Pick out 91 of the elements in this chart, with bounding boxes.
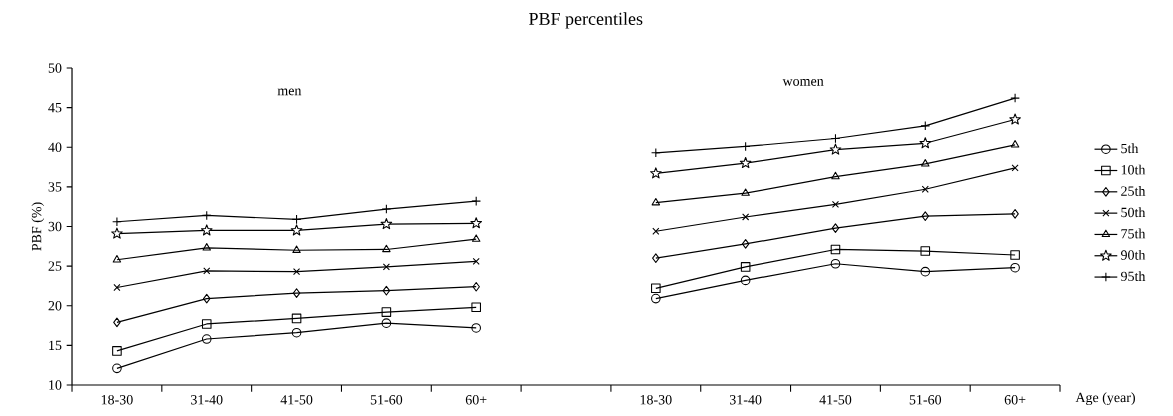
point <box>741 239 750 249</box>
point <box>831 171 840 180</box>
point <box>291 313 302 324</box>
x-tick-label: 60+ <box>465 395 487 405</box>
y-tick-label: 30 <box>48 221 62 232</box>
y-tick-label: 25 <box>48 261 62 271</box>
x-tick-label: 51-60 <box>909 395 942 405</box>
point <box>470 217 483 229</box>
point <box>113 317 121 328</box>
y-axis-title: PBF (%) <box>31 202 45 251</box>
legend-label: 95th <box>1121 271 1146 282</box>
x-tick-label: 18-30 <box>101 395 133 405</box>
x-tick-label: 31-40 <box>191 395 223 405</box>
point <box>382 263 390 271</box>
point <box>1011 209 1019 219</box>
point <box>290 224 303 236</box>
x-tick-label: 41-50 <box>819 395 852 405</box>
point <box>742 213 750 221</box>
point <box>202 243 211 251</box>
x-tick-label: 51-60 <box>370 395 403 405</box>
y-tick-label: 40 <box>48 142 62 152</box>
point <box>201 319 212 329</box>
point <box>920 266 931 277</box>
point <box>652 253 660 263</box>
annotation: men <box>277 88 302 96</box>
y-tick-label: 10 <box>49 380 62 390</box>
legend-label: 50th <box>1121 207 1146 218</box>
point <box>203 267 211 275</box>
y-tick-label: 35 <box>48 182 62 192</box>
point <box>471 302 481 313</box>
point <box>740 275 751 286</box>
point <box>203 293 211 304</box>
point <box>381 307 392 317</box>
point <box>830 258 841 269</box>
legend-label: 10th <box>1121 164 1146 175</box>
y-tick-label: 20 <box>48 301 62 311</box>
point <box>201 334 212 344</box>
x-tick-label: 60+ <box>1004 395 1026 405</box>
point <box>111 227 123 239</box>
point <box>381 318 392 328</box>
legend-label: 75th <box>1121 228 1146 239</box>
point <box>651 293 661 304</box>
point <box>291 327 302 338</box>
point <box>112 363 122 374</box>
point <box>921 211 930 221</box>
chart-title: PBF percentiles <box>529 12 643 29</box>
point <box>1010 250 1020 260</box>
point <box>919 137 932 149</box>
point <box>112 346 122 356</box>
point <box>831 223 840 233</box>
x-tick-label: 31-40 <box>729 395 762 405</box>
point <box>471 323 481 333</box>
legend-label: 25th <box>1121 185 1146 196</box>
legend-label: 90th <box>1121 249 1146 260</box>
point <box>741 188 750 196</box>
y-tick-label: 50 <box>48 63 62 73</box>
point <box>380 218 393 230</box>
point <box>1010 140 1020 148</box>
point <box>1009 113 1021 125</box>
x-tick-label: 41-50 <box>280 395 313 405</box>
point <box>652 227 660 235</box>
annotation: women <box>782 79 824 86</box>
point <box>112 254 122 263</box>
point <box>1010 262 1020 273</box>
point <box>1011 164 1019 172</box>
point <box>830 244 841 255</box>
legend-label: 5th <box>1121 143 1139 154</box>
point <box>651 197 661 206</box>
point <box>292 288 301 298</box>
point <box>382 285 391 296</box>
point <box>113 283 121 292</box>
point <box>831 200 840 208</box>
y-tick-label: 15 <box>49 340 62 351</box>
point <box>200 224 213 236</box>
y-tick-label: 45 <box>48 102 62 113</box>
point <box>921 159 930 167</box>
point <box>739 157 752 169</box>
x-tick-label: 18-30 <box>640 395 672 405</box>
point <box>829 143 842 155</box>
point <box>921 185 929 193</box>
point <box>382 244 391 253</box>
x-axis-title: Age (year) <box>1075 392 1135 406</box>
point <box>292 245 301 253</box>
point <box>472 281 480 292</box>
point <box>293 268 301 276</box>
point <box>472 257 480 265</box>
point <box>650 167 662 179</box>
point <box>740 262 751 272</box>
point <box>920 246 931 256</box>
point <box>651 283 661 294</box>
point <box>471 234 481 242</box>
